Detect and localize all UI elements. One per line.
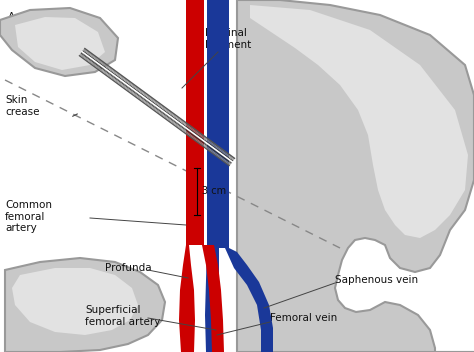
Text: 3 cm: 3 cm xyxy=(202,187,226,196)
Text: Saphenous vein: Saphenous vein xyxy=(335,275,418,285)
Text: Inguinal
ligament: Inguinal ligament xyxy=(205,28,251,50)
PathPatch shape xyxy=(15,17,105,70)
Polygon shape xyxy=(179,245,195,352)
Text: Skin
crease: Skin crease xyxy=(5,95,39,117)
PathPatch shape xyxy=(237,0,474,352)
PathPatch shape xyxy=(5,258,165,352)
Polygon shape xyxy=(225,248,273,352)
PathPatch shape xyxy=(12,268,138,335)
Text: Superficial
femoral artery: Superficial femoral artery xyxy=(85,305,160,327)
Polygon shape xyxy=(207,0,229,248)
Text: Common
femoral
artery: Common femoral artery xyxy=(5,200,52,233)
Text: Femoral vein: Femoral vein xyxy=(270,313,337,323)
Text: Anterior
spine: Anterior spine xyxy=(8,12,50,33)
Polygon shape xyxy=(186,0,204,245)
PathPatch shape xyxy=(0,8,118,76)
Polygon shape xyxy=(202,245,224,352)
PathPatch shape xyxy=(250,5,468,238)
Text: Profunda: Profunda xyxy=(105,263,152,273)
Polygon shape xyxy=(205,248,219,352)
